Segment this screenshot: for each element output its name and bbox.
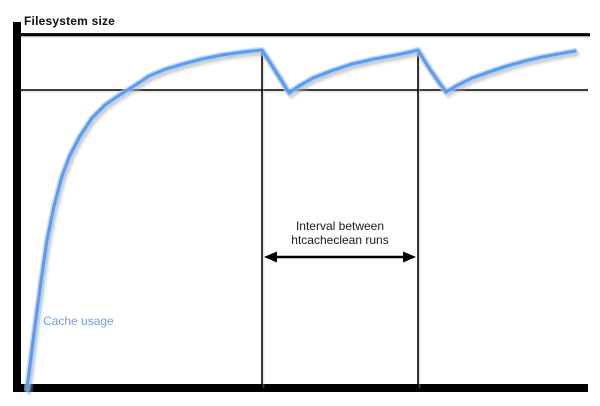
interval-arrow-left-head bbox=[264, 251, 277, 263]
interval-arrow-right-head bbox=[403, 251, 416, 263]
filesystem-size-axis-title: Filesystem size bbox=[24, 14, 116, 28]
x-axis-bar bbox=[13, 384, 588, 392]
y-axis-bar bbox=[13, 22, 21, 392]
interval-annotation-line1: Interval between bbox=[295, 219, 385, 233]
interval-annotation-line2: htcacheclean runs bbox=[291, 233, 389, 247]
interval-annotation: Interval between htcacheclean runs bbox=[262, 219, 418, 247]
cache-usage-curve bbox=[25, 48, 577, 391]
cache-usage-label: Cache usage bbox=[43, 314, 114, 328]
